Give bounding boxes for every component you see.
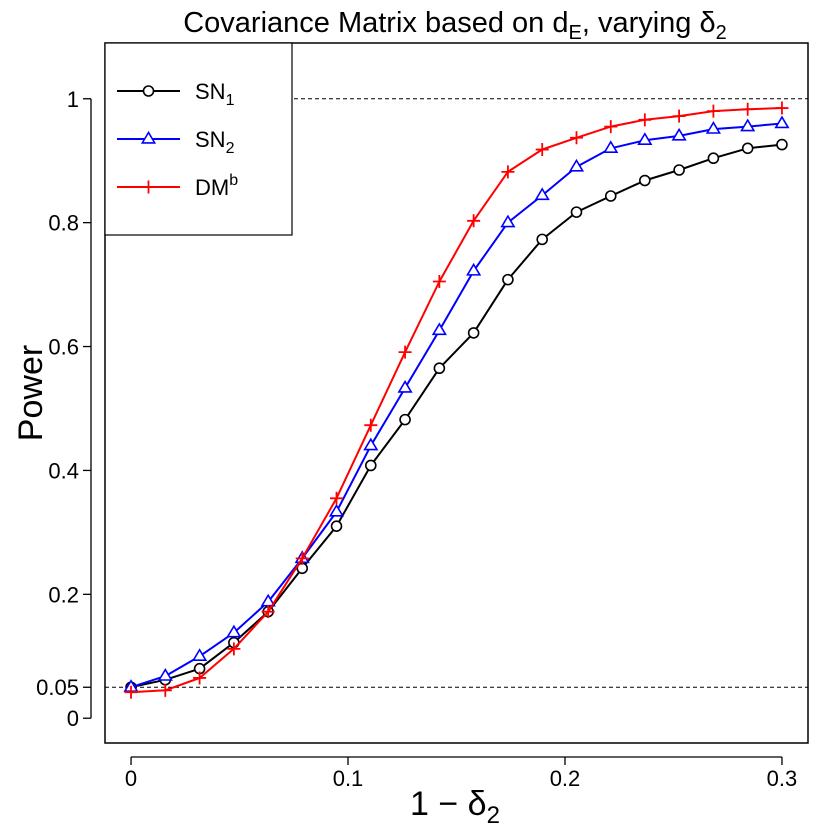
data-point — [328, 503, 345, 517]
data-point — [157, 668, 173, 681]
data-point — [399, 413, 411, 426]
series-layer — [123, 101, 790, 699]
data-point — [774, 115, 790, 129]
chart-title-main-sub: E — [568, 22, 581, 44]
data-point — [330, 520, 343, 532]
chart-title: Covariance Matrix based on dE, varying δ… — [183, 7, 727, 44]
legend-label: SN2 — [195, 127, 235, 157]
series-2 — [123, 115, 790, 692]
data-point — [330, 491, 344, 505]
legend-label-sub: 1 — [226, 92, 235, 109]
y-tick-label: 0 — [67, 706, 79, 731]
x-tick-label: 0.2 — [550, 766, 581, 791]
x-axis-title-main: 1 − δ — [410, 785, 487, 823]
legend-item: SN2 — [117, 127, 235, 157]
data-point — [740, 118, 756, 132]
data-point — [192, 648, 208, 661]
data-point — [603, 140, 619, 154]
data-point — [776, 138, 788, 151]
y-axis: 0 0.05 0.2 0.4 0.6 0.8 1 — [36, 87, 92, 731]
data-point — [775, 101, 789, 115]
data-point — [501, 165, 515, 179]
y-tick-label: 0.05 — [36, 675, 79, 700]
x-tick-label: 0.3 — [767, 766, 798, 791]
data-point — [705, 121, 721, 134]
data-point — [364, 418, 378, 432]
data-point — [363, 437, 379, 451]
data-point — [637, 132, 653, 145]
legend-item: SN1 — [117, 79, 235, 109]
data-point — [432, 274, 446, 288]
data-point — [502, 273, 514, 286]
x-tick-label: 0.1 — [333, 766, 364, 791]
data-point — [706, 104, 720, 118]
data-point — [226, 624, 242, 638]
chart-title-tail: , varying δ — [582, 7, 716, 39]
data-point — [707, 152, 720, 165]
data-point — [639, 174, 651, 187]
legend-label-sub: b — [229, 172, 238, 189]
plot-frame — [104, 42, 809, 744]
y-tick-label: 0.8 — [48, 211, 79, 236]
data-point — [193, 671, 207, 685]
data-point — [227, 642, 241, 656]
series-line — [130, 122, 783, 689]
legend-item: DMb — [117, 172, 238, 200]
data-point — [741, 102, 755, 116]
data-point — [568, 158, 585, 172]
data-point — [604, 120, 618, 134]
x-axis: 0 0.1 0.2 0.3 — [125, 756, 798, 791]
data-point — [673, 164, 685, 176]
data-point — [466, 262, 482, 276]
y-tick-label: 0.6 — [48, 335, 79, 360]
reference-lines — [105, 98, 808, 688]
data-point — [741, 142, 754, 155]
legend-label-sub: 2 — [226, 140, 235, 157]
y-tick-label: 1 — [67, 87, 79, 112]
x-axis-title-sub: 2 — [487, 802, 500, 829]
legend-label: SN1 — [195, 79, 235, 109]
data-point — [535, 143, 549, 157]
series-3 — [124, 101, 789, 699]
x-axis-title: 1 − δ2 — [410, 785, 500, 829]
data-point — [295, 551, 309, 565]
data-point — [398, 345, 412, 359]
chart-title-main: Covariance Matrix based on d — [183, 7, 568, 39]
data-point — [536, 233, 549, 246]
x-tick-label: 0 — [125, 766, 137, 791]
series-line — [130, 143, 783, 689]
legend-label: DMb — [195, 172, 238, 200]
data-point — [261, 605, 275, 619]
series-1 — [125, 138, 788, 694]
data-point — [604, 190, 617, 202]
legend-label-main: DM — [195, 175, 229, 200]
data-point — [671, 127, 687, 141]
data-point — [364, 459, 377, 472]
data-point — [433, 362, 446, 375]
y-axis-title: Power — [12, 345, 50, 441]
data-point — [570, 206, 583, 218]
data-point — [638, 113, 652, 127]
chart-title-tail-sub: 2 — [716, 22, 727, 44]
data-point — [124, 685, 138, 699]
data-point — [158, 683, 172, 697]
legend-marker — [140, 130, 157, 144]
data-point — [534, 187, 550, 201]
data-point — [569, 131, 583, 145]
data-point — [467, 214, 481, 228]
legend-label-main: SN — [195, 79, 226, 104]
legend-label-main: SN — [195, 127, 226, 152]
legend-marker — [142, 180, 155, 194]
data-point — [431, 322, 447, 336]
data-point — [672, 109, 686, 123]
y-tick-label: 0.4 — [48, 458, 79, 483]
data-point — [397, 379, 413, 393]
y-tick-label: 0.2 — [48, 582, 79, 607]
legend-marker — [142, 85, 155, 97]
data-point — [467, 327, 480, 339]
data-point — [500, 214, 516, 228]
